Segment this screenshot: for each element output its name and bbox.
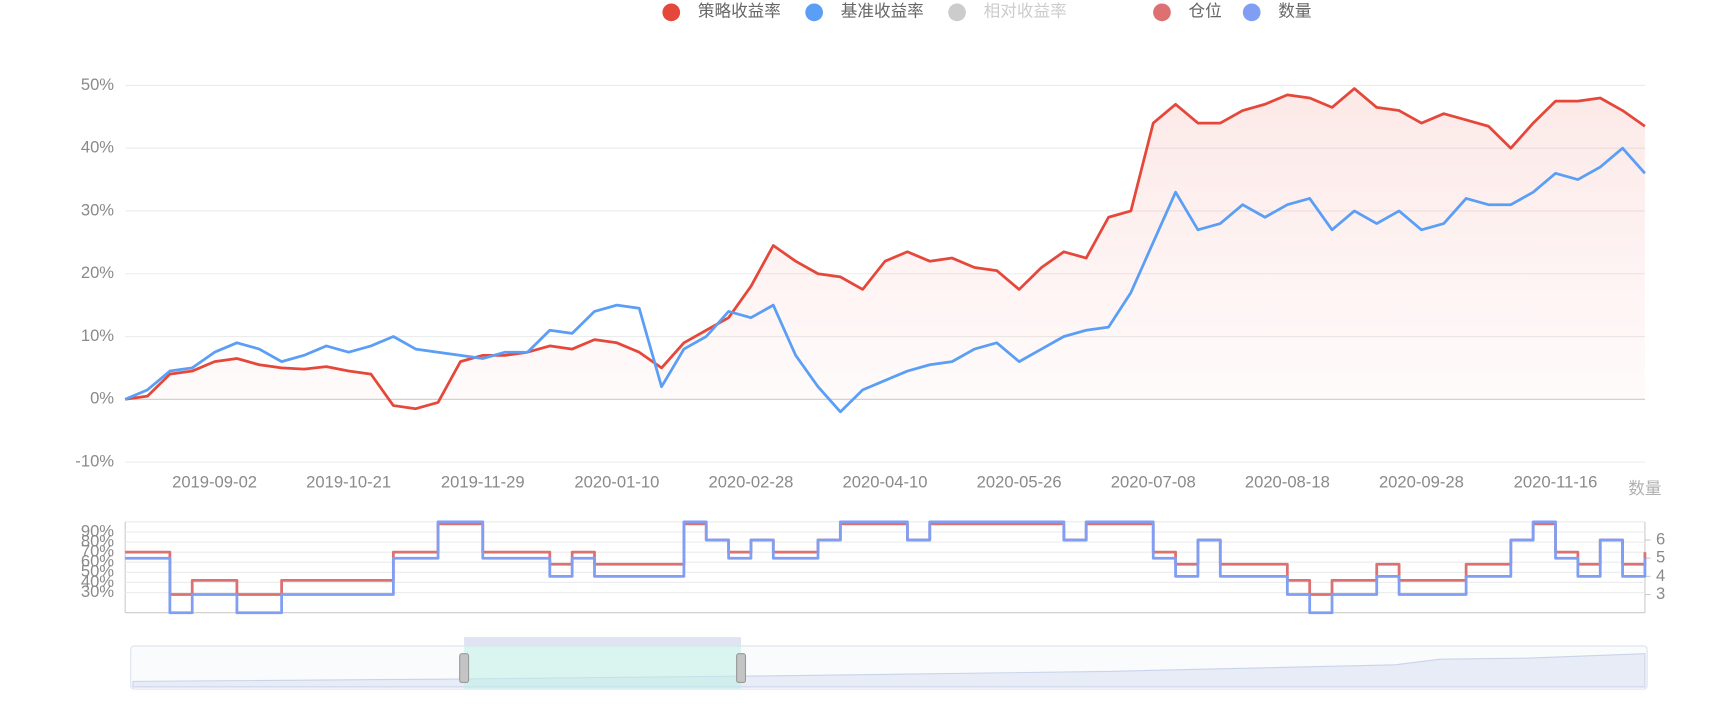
y-tick-label: 70% <box>81 542 114 561</box>
legend-item[interactable]: 数量 <box>1242 2 1312 22</box>
x-tick-label: 2020-07-08 <box>1111 472 1196 491</box>
y-tick-label: 30% <box>81 200 114 219</box>
x-tick-label: 2019-09-02 <box>172 472 257 491</box>
legend-item[interactable]: 基准收益率 <box>805 2 924 22</box>
zoom-selection[interactable] <box>464 645 742 690</box>
legend-swatch <box>1242 3 1261 22</box>
x-tick-label: 2020-04-10 <box>843 472 928 491</box>
x-tick-label: 2020-05-26 <box>977 472 1062 491</box>
y-tick-label: 50% <box>81 75 114 94</box>
legend-item[interactable]: 相对收益率 <box>948 2 1067 22</box>
y-tick-label: 40% <box>81 138 114 157</box>
area <box>125 88 1645 409</box>
zoom-handle[interactable] <box>459 653 470 684</box>
y2-tick-label: 6 <box>1656 529 1665 548</box>
y-tick-label: 20% <box>81 263 114 282</box>
x-tick-label: 2019-11-29 <box>441 472 525 491</box>
y-tick-label: 40% <box>81 572 114 591</box>
line <box>124 87 1646 411</box>
zoom-bar[interactable] <box>464 637 742 646</box>
x-tick-label: 2020-08-18 <box>1245 472 1330 491</box>
line <box>124 146 1646 414</box>
x-tick-label: 2020-11-16 <box>1514 472 1598 491</box>
y-tick-label: 80% <box>81 531 114 550</box>
legend-item[interactable]: 策略收益率 <box>662 2 781 22</box>
x-tick-label: 2020-09-28 <box>1379 472 1464 491</box>
legend-label: 相对收益率 <box>984 2 1067 21</box>
y2-tick-label: 4 <box>1656 566 1665 585</box>
legend-swatch <box>805 3 824 22</box>
legend-label: 策略收益率 <box>698 2 781 21</box>
legend-swatch <box>1153 3 1171 22</box>
y2-tick-label: 3 <box>1656 584 1665 603</box>
data-zoom[interactable] <box>130 637 1648 690</box>
y-tick-label: -10% <box>75 451 114 470</box>
zoom-handle[interactable] <box>736 653 747 684</box>
y-tick-label: 0% <box>90 389 114 408</box>
legend-swatch <box>662 3 681 22</box>
x-tick-label: 2020-01-10 <box>574 472 659 491</box>
legend-label: 仓位 <box>1189 2 1222 21</box>
x-tick-label: 2020-02-28 <box>708 472 793 491</box>
legend-item[interactable]: 仓位 <box>1153 2 1222 22</box>
line <box>125 522 1647 596</box>
x-tick-label: 2019-10-21 <box>306 472 391 491</box>
y2-tick-label: 5 <box>1656 548 1665 567</box>
legend-label: 数量 <box>1278 2 1311 21</box>
y-tick-label: 90% <box>81 521 114 540</box>
legend-label: 基准收益率 <box>841 2 924 21</box>
y-tick-label: 10% <box>81 326 114 345</box>
y-tick-label: 50% <box>81 562 114 581</box>
y2-axis-title: 数量 <box>1628 479 1661 498</box>
y-tick-label: 30% <box>81 582 114 601</box>
legend-swatch <box>948 3 966 22</box>
line <box>125 520 1647 615</box>
y-tick-label: 60% <box>81 552 114 571</box>
